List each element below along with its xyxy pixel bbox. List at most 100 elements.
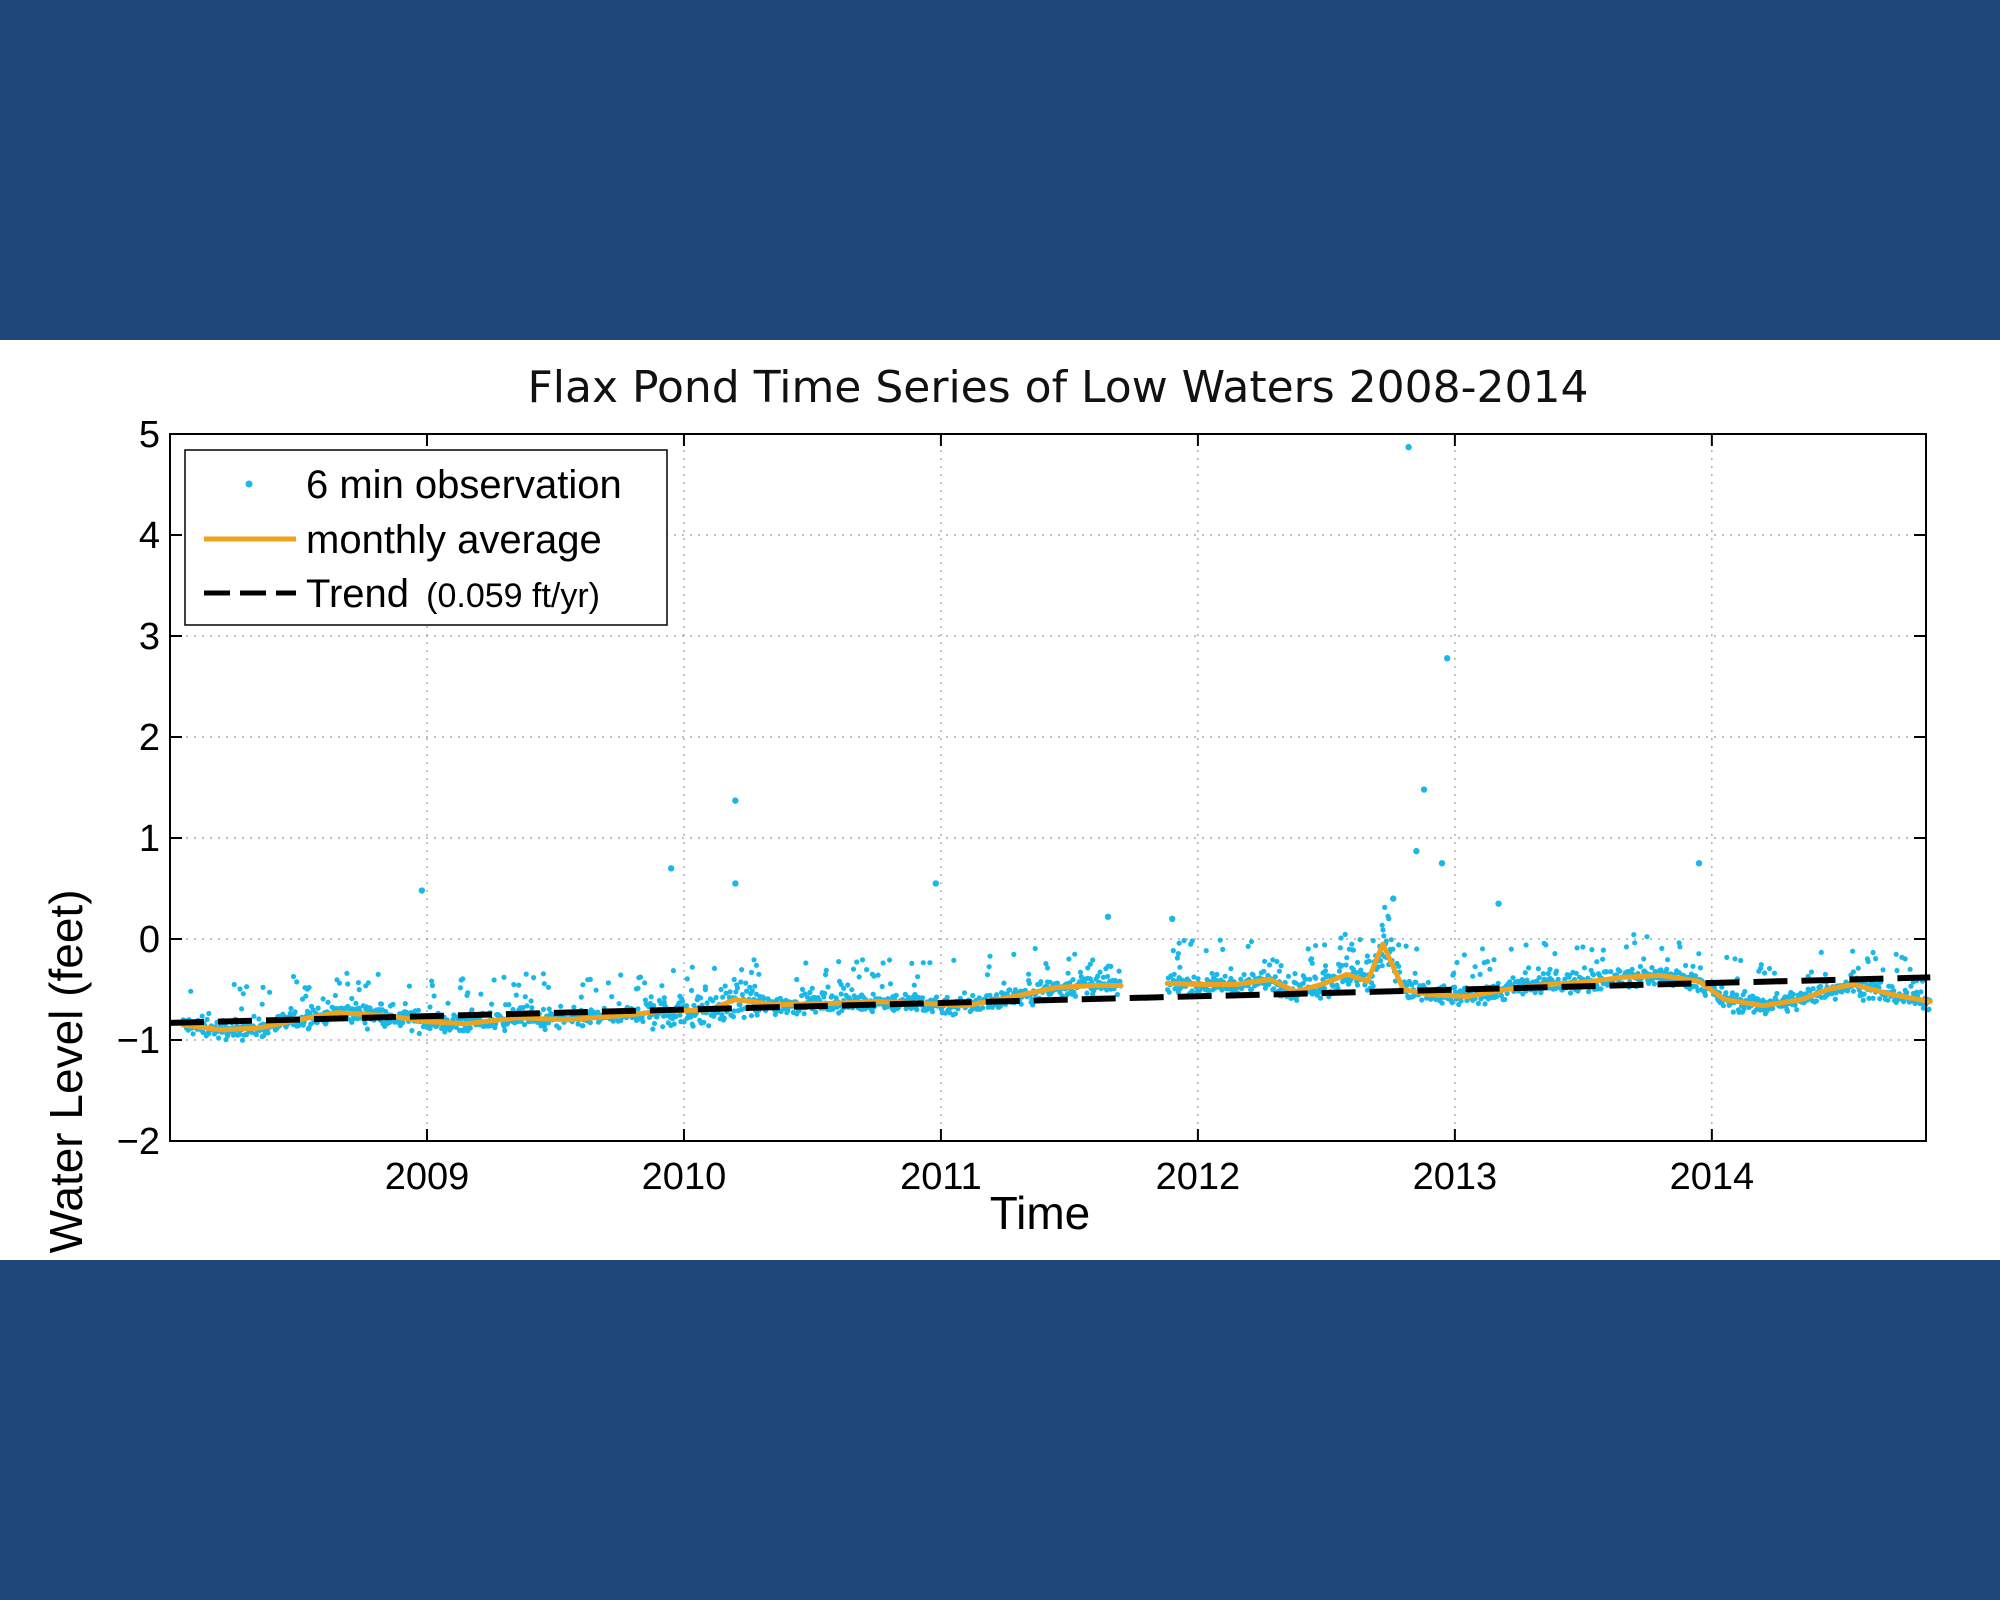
observation-point	[754, 1012, 760, 1018]
y-tick-label: 1	[139, 818, 160, 860]
observation-point	[749, 988, 755, 994]
observation-point	[1600, 947, 1606, 953]
legend-label-observation: 6 min observation	[306, 463, 622, 507]
observation-point	[1683, 962, 1689, 969]
observation-point	[1860, 997, 1866, 1003]
observation-point	[854, 959, 860, 965]
observation-point	[1813, 998, 1819, 1004]
observation-point	[1366, 958, 1372, 964]
observation-point	[522, 994, 528, 1000]
x-axis-label: Time	[990, 1187, 1091, 1239]
observation-point	[1300, 980, 1306, 986]
observation-point	[520, 1005, 526, 1011]
observation-point	[1309, 960, 1315, 966]
observation-point	[237, 986, 243, 992]
observation-point	[1380, 927, 1386, 933]
observation-point	[639, 1014, 645, 1021]
observation-point	[1214, 971, 1220, 978]
observation-point	[879, 983, 885, 990]
observation-point	[884, 1004, 890, 1010]
observation-point	[1181, 937, 1187, 944]
observation-point	[1084, 990, 1090, 996]
observation-point	[841, 985, 847, 991]
observation-point	[919, 995, 926, 1001]
observation-point	[1891, 988, 1897, 994]
observation-point	[431, 993, 437, 999]
observation-point	[1567, 990, 1574, 996]
observation-point	[671, 1021, 677, 1027]
observation-point	[739, 967, 745, 973]
observation-point	[489, 1001, 495, 1007]
observation-point	[1338, 935, 1344, 941]
observation-point	[1832, 996, 1838, 1002]
observation-point	[730, 1014, 737, 1020]
observation-point	[1885, 997, 1891, 1003]
observation-point	[1047, 979, 1053, 985]
observation-point	[1116, 968, 1122, 974]
x-tick-label: 2009	[385, 1156, 470, 1198]
observation-point	[733, 989, 739, 995]
observation-point	[1357, 937, 1363, 943]
observation-point	[1330, 983, 1336, 989]
observation-point	[1278, 963, 1284, 969]
x-tick-label: 2011	[900, 1156, 982, 1198]
legend-label-trend-group: Trend (0.059 ft/yr)	[306, 572, 600, 616]
observation-point	[1313, 943, 1319, 949]
observation-outlier	[1438, 860, 1446, 867]
observation-point	[661, 995, 667, 1001]
observation-point	[345, 981, 351, 987]
observation-point	[1189, 988, 1195, 994]
observation-point	[251, 1013, 257, 1019]
observation-point	[1493, 994, 1500, 1000]
observation-point	[1850, 948, 1856, 954]
observation-point	[909, 960, 915, 967]
observation-point	[660, 1024, 666, 1030]
observation-point	[1484, 959, 1491, 965]
series-lines	[169, 941, 1933, 1033]
observation-point	[1850, 969, 1856, 975]
observation-point	[915, 974, 921, 980]
observation-point	[1482, 1001, 1488, 1007]
observation-point	[1175, 951, 1181, 957]
observation-point	[951, 957, 957, 963]
observation-point	[756, 971, 762, 977]
observation-point	[1870, 995, 1876, 1001]
observation-point	[1750, 993, 1756, 999]
observation-point	[453, 1024, 459, 1030]
y-tick-label: −1	[117, 1020, 160, 1062]
observation-point	[856, 974, 862, 980]
observation-point	[838, 991, 844, 997]
observation-point	[986, 964, 992, 970]
observation-point	[987, 953, 993, 959]
observation-point	[1386, 916, 1392, 922]
observation-point	[737, 1002, 743, 1008]
observation-point	[427, 1025, 433, 1032]
observation-point	[734, 985, 741, 991]
observation-point	[869, 1009, 876, 1015]
observation-point	[1732, 956, 1738, 962]
observation-point	[1217, 937, 1223, 943]
observation-point	[1855, 965, 1861, 971]
observation-outlier	[1104, 913, 1112, 920]
observation-point	[1520, 991, 1526, 997]
observation-point	[1313, 975, 1319, 981]
observation-point	[1419, 997, 1425, 1003]
observation-point	[1604, 969, 1610, 975]
observation-point	[1865, 958, 1871, 965]
observation-point	[438, 1025, 445, 1031]
observation-point	[640, 1018, 646, 1025]
observation-point	[1309, 991, 1315, 997]
observation-point	[1228, 966, 1234, 972]
observation-point	[353, 1000, 359, 1006]
observation-point	[1241, 972, 1247, 978]
observation-point	[1262, 958, 1268, 964]
observation-point	[830, 1006, 836, 1012]
observation-point	[911, 982, 917, 988]
y-tick-label: 4	[139, 515, 160, 557]
observation-point	[1742, 988, 1748, 995]
observation-point	[356, 987, 362, 993]
observation-point	[1354, 982, 1361, 988]
observation-point	[1322, 968, 1329, 974]
observation-point	[1170, 948, 1176, 954]
observation-point	[1702, 992, 1708, 999]
